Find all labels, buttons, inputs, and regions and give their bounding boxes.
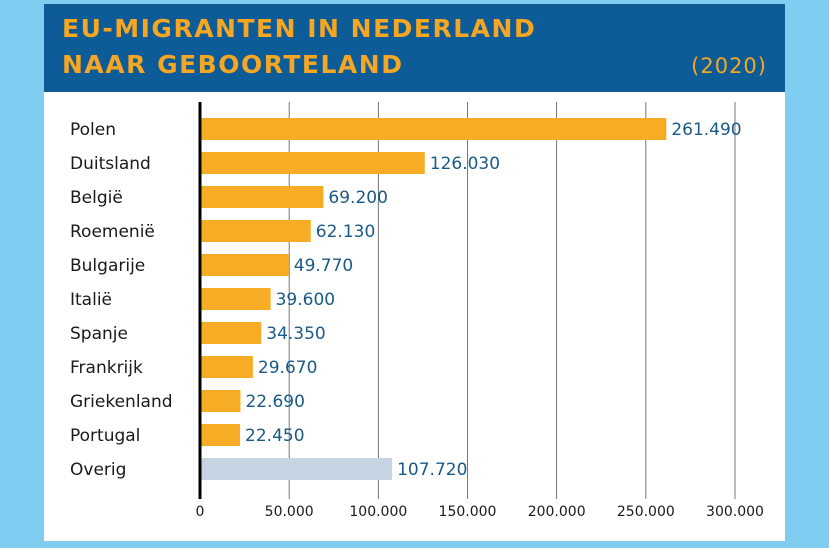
value-label: 29.670 bbox=[258, 358, 317, 378]
category-label: Griekenland bbox=[70, 392, 173, 412]
bar-chart: 0 50.000 100.000 150.000 200.000 250.000 300.0… bbox=[70, 102, 764, 520]
category-label: Portugal bbox=[70, 426, 140, 446]
chart-year: (2020) bbox=[691, 54, 767, 78]
chart-title-line-1: EU-MIGRANTEN IN NEDERLAND bbox=[62, 14, 537, 43]
x-tick-label: 150.000 bbox=[439, 504, 497, 520]
value-label: 126.030 bbox=[430, 154, 500, 174]
x-tick-label: 50.000 bbox=[265, 504, 314, 520]
bar bbox=[200, 458, 393, 480]
value-label: 69.200 bbox=[328, 188, 387, 208]
bar bbox=[200, 118, 667, 140]
value-label: 22.450 bbox=[245, 426, 304, 446]
value-label: 39.600 bbox=[276, 290, 335, 310]
x-tick-label: 200.000 bbox=[528, 504, 586, 520]
bar bbox=[200, 152, 425, 174]
value-label: 107.720 bbox=[397, 460, 467, 480]
bar bbox=[200, 424, 241, 446]
category-label: België bbox=[70, 188, 123, 208]
chart-panel: EU-MIGRANTEN IN NEDERLAND NAAR GEBOORTEL… bbox=[44, 4, 785, 541]
category-label: Frankrijk bbox=[70, 358, 143, 378]
category-label: Polen bbox=[70, 120, 116, 140]
bar bbox=[200, 390, 241, 412]
chart-header: EU-MIGRANTEN IN NEDERLAND NAAR GEBOORTEL… bbox=[44, 4, 785, 92]
category-label: Spanje bbox=[70, 324, 128, 344]
value-label: 62.130 bbox=[316, 222, 375, 242]
bar bbox=[200, 356, 253, 378]
category-label: Bulgarije bbox=[70, 256, 145, 276]
value-label: 22.690 bbox=[245, 392, 304, 412]
x-tick-label: 250.000 bbox=[617, 504, 675, 520]
category-label: Italië bbox=[70, 290, 112, 310]
bar bbox=[200, 254, 289, 276]
bar bbox=[200, 186, 324, 208]
value-label: 34.350 bbox=[266, 324, 325, 344]
bar bbox=[200, 322, 262, 344]
chart-title-line-2: NAAR GEBOORTELAND bbox=[62, 50, 404, 79]
category-label: Overig bbox=[70, 460, 126, 480]
bar bbox=[200, 288, 271, 310]
value-label: 49.770 bbox=[294, 256, 353, 276]
category-label: Roemenië bbox=[70, 222, 155, 242]
x-tick-label: 100.000 bbox=[349, 504, 407, 520]
category-label: Duitsland bbox=[70, 154, 151, 174]
x-tick-label: 0 bbox=[196, 504, 205, 520]
bar bbox=[200, 220, 311, 242]
x-tick-label: 300.000 bbox=[706, 504, 764, 520]
value-label: 261.490 bbox=[671, 120, 741, 140]
